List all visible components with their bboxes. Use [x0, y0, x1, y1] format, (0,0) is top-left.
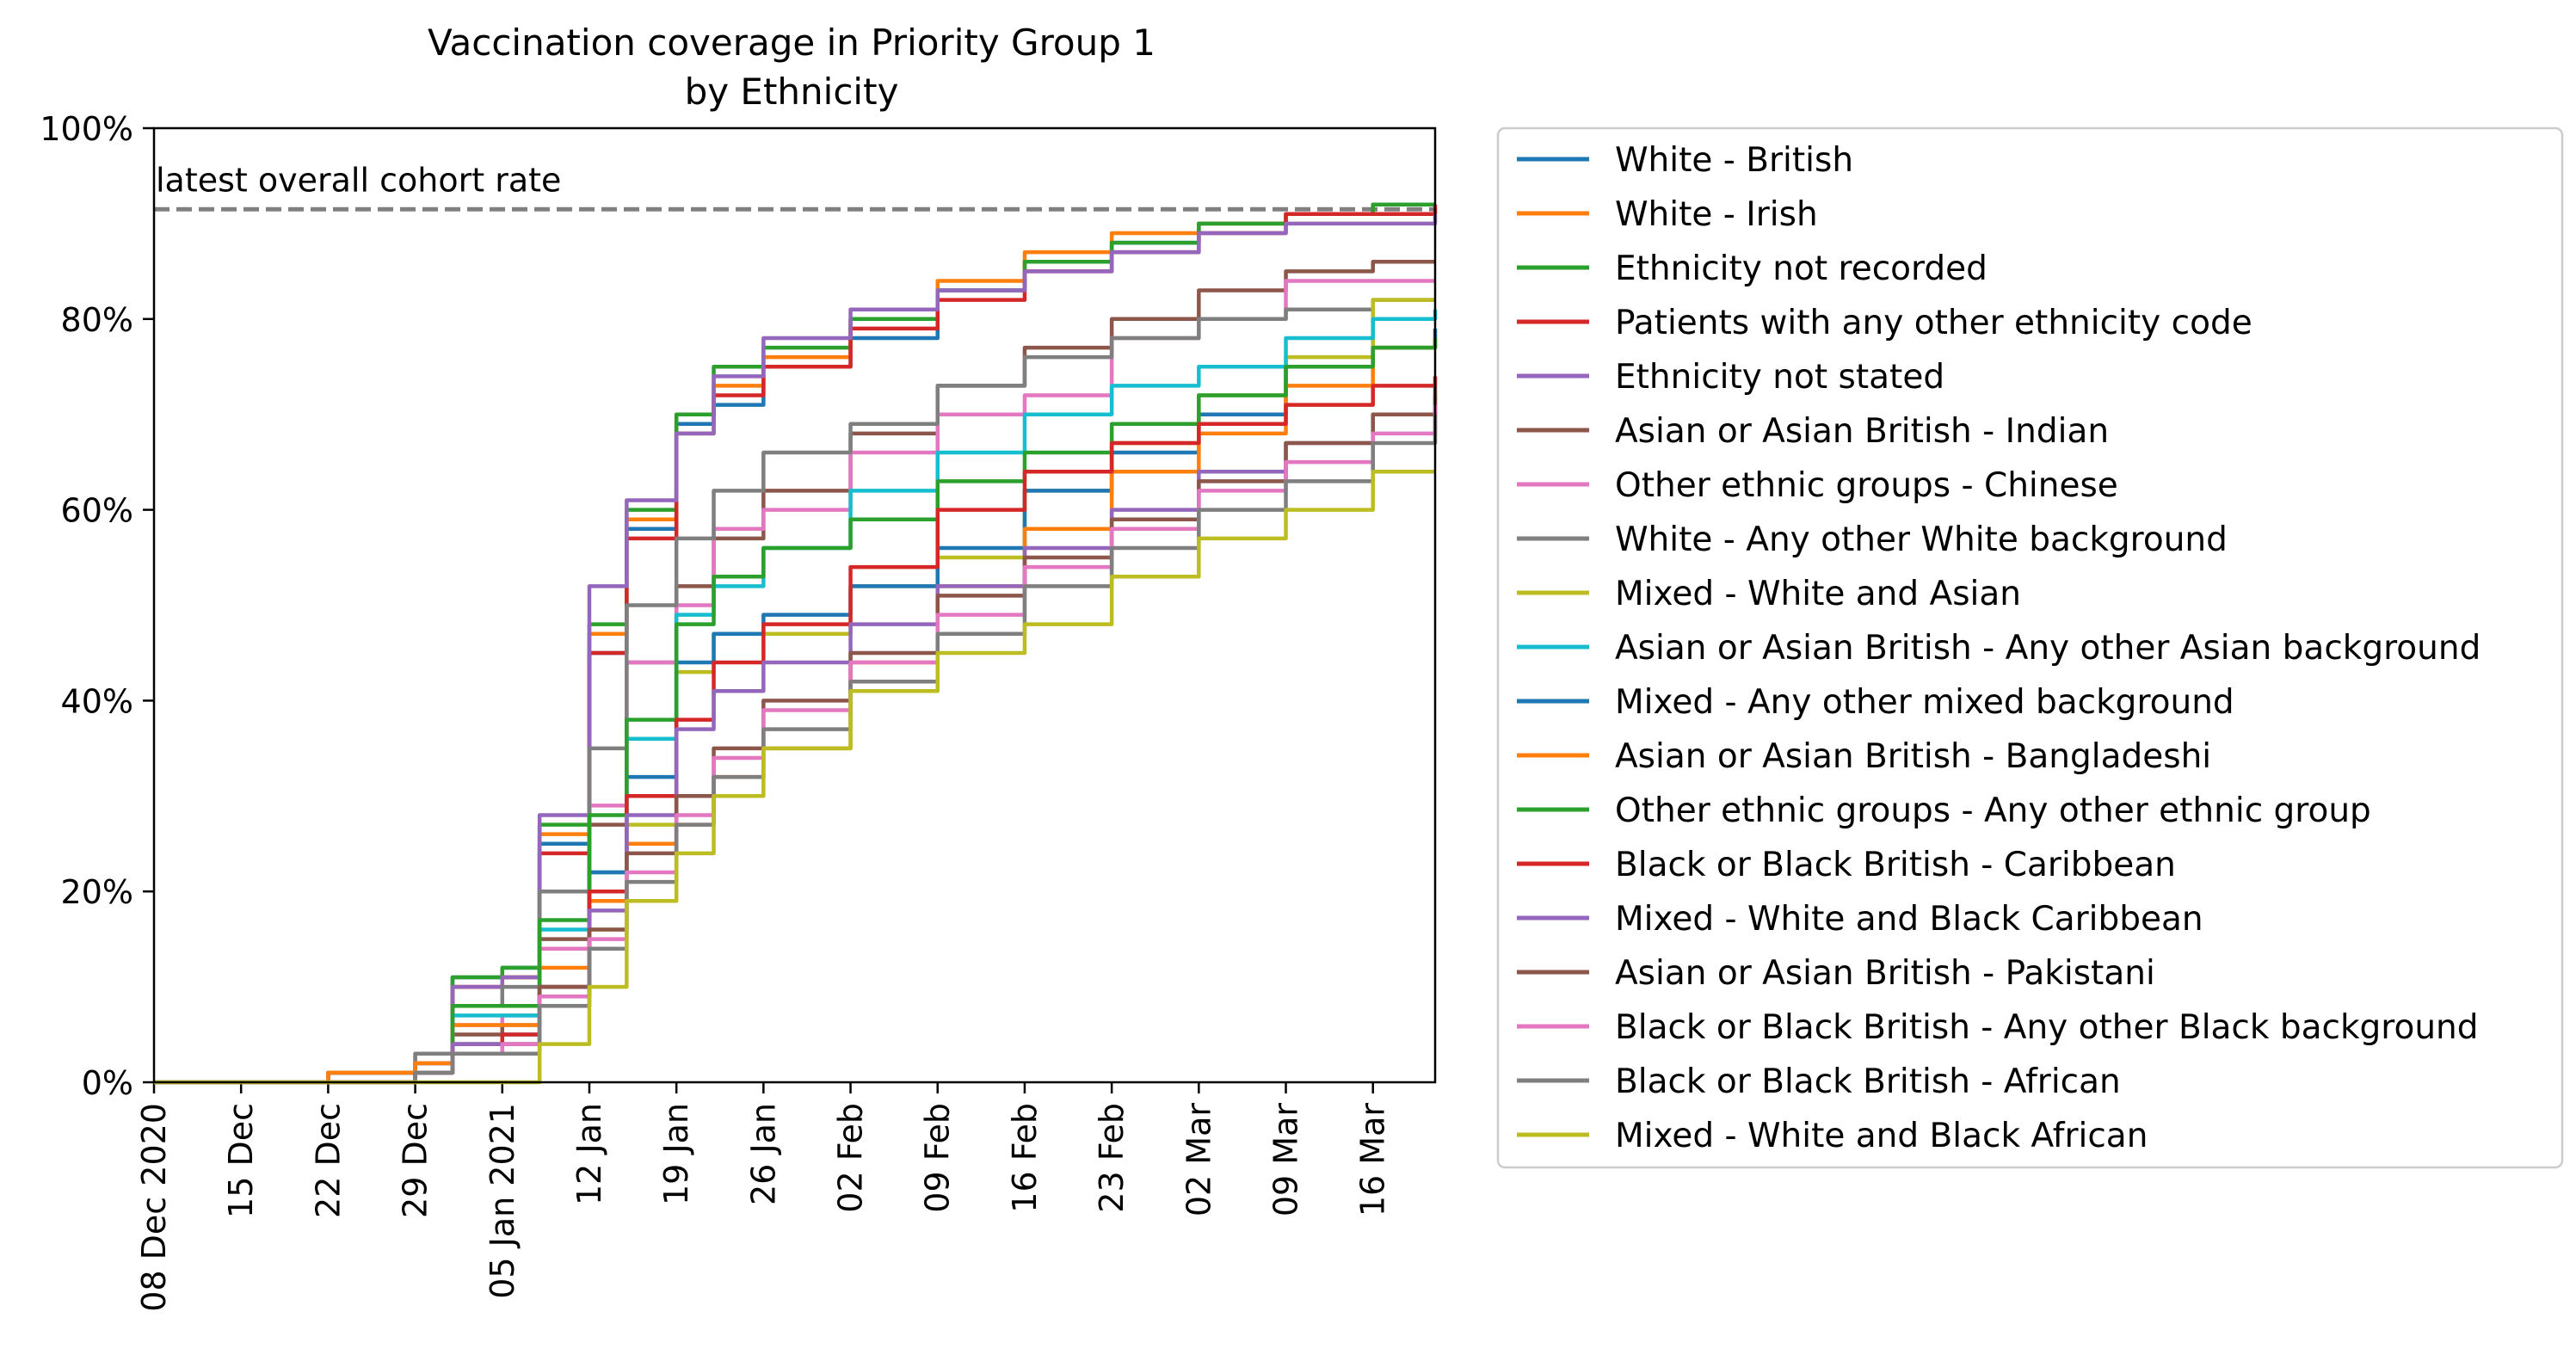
legend-entry: Black or Black British - African: [1615, 1062, 2121, 1101]
legend-entry: Ethnicity not stated: [1615, 358, 1944, 397]
series-line: [154, 337, 1438, 1085]
x-tick-label: 16 Feb: [1006, 1103, 1044, 1213]
legend-entry: Other ethnic groups - Chinese: [1615, 466, 2118, 505]
plot-frame: [152, 126, 1437, 1084]
series-line: [154, 328, 1438, 1085]
x-tick-label: 02 Feb: [832, 1103, 870, 1213]
x-tick-label: 23 Feb: [1093, 1103, 1131, 1213]
legend-entry: Asian or Asian British - Pakistani: [1615, 954, 2155, 993]
series-line: [154, 298, 1435, 1085]
y-axis: 0% 20% 40% 60% 80% 100%: [40, 110, 154, 1102]
legend-entry: Mixed - White and Black African: [1615, 1117, 2148, 1155]
legend-entry: Ethnicity not recorded: [1615, 249, 1987, 288]
legend-entry: Mixed - Any other mixed background: [1615, 683, 2234, 722]
legend: White - British White - Irish Ethnicity no…: [1496, 126, 2564, 1169]
y-tick-label: 100%: [40, 110, 133, 148]
legend-entry: Mixed - White and Black Caribbean: [1615, 900, 2203, 939]
legend-entry: Black or Black British - Any other Black…: [1615, 1008, 2479, 1047]
x-tick-label: 16 Mar: [1354, 1103, 1392, 1217]
series-line: [154, 395, 1438, 1085]
series-line: [154, 279, 1435, 1085]
x-axis: 08 Dec 2020 15 Dec 22 Dec 29 Dec 05 Jan 2021…: [135, 1082, 1392, 1312]
y-tick-label: 60%: [61, 492, 133, 530]
x-tick-label: 02 Mar: [1180, 1103, 1217, 1217]
x-tick-label: 05 Jan 2021: [484, 1103, 521, 1299]
legend-entry: Patients with any other ethnicity code: [1615, 304, 2252, 342]
legend-entry: Black or Black British - Caribbean: [1615, 846, 2176, 884]
x-tick-label: 15 Dec: [222, 1103, 260, 1218]
series-line: [154, 298, 1435, 1085]
x-tick-label: 09 Feb: [919, 1103, 957, 1213]
legend-entry: White - British: [1615, 141, 1853, 180]
chart-subtitle: by Ethnicity: [685, 71, 899, 113]
x-tick-label: 09 Mar: [1267, 1103, 1305, 1217]
x-tick-label: 19 Jan: [657, 1103, 695, 1205]
series-line: [154, 260, 1435, 1085]
x-tick-label: 26 Jan: [744, 1103, 782, 1205]
plot-area: latest overall cohort rate: [154, 161, 1438, 1085]
y-tick-label: 0%: [82, 1064, 133, 1102]
legend-entry: Asian or Asian British - Indian: [1615, 412, 2109, 451]
legend-frame: [1496, 126, 2564, 1169]
series-line: [154, 213, 1438, 1085]
legend-entry: White - Irish: [1615, 195, 1818, 234]
legend-entry: Asian or Asian British - Bangladeshi: [1615, 737, 2211, 776]
legend-entry: Other ethnic groups - Any other ethnic g…: [1615, 791, 2371, 830]
reference-line-label: latest overall cohort rate: [156, 161, 561, 199]
y-tick-label: 80%: [61, 301, 133, 339]
series-line: [154, 404, 1438, 1085]
legend-entry: White - Any other White background: [1615, 520, 2228, 559]
x-tick-label: 22 Dec: [309, 1103, 347, 1218]
x-tick-label: 12 Jan: [570, 1103, 608, 1205]
chart-title: Vaccination coverage in Priority Group 1: [428, 22, 1156, 64]
legend-entry: Asian or Asian British - Any other Asian…: [1615, 629, 2480, 668]
x-tick-label: 29 Dec: [397, 1103, 434, 1218]
series-line: [154, 414, 1438, 1085]
y-tick-label: 20%: [61, 873, 133, 911]
series-line: [154, 469, 1435, 1085]
x-tick-label: 08 Dec 2020: [135, 1103, 173, 1312]
legend-entry: Mixed - White and Asian: [1615, 575, 2021, 613]
y-tick-label: 40%: [61, 682, 133, 720]
